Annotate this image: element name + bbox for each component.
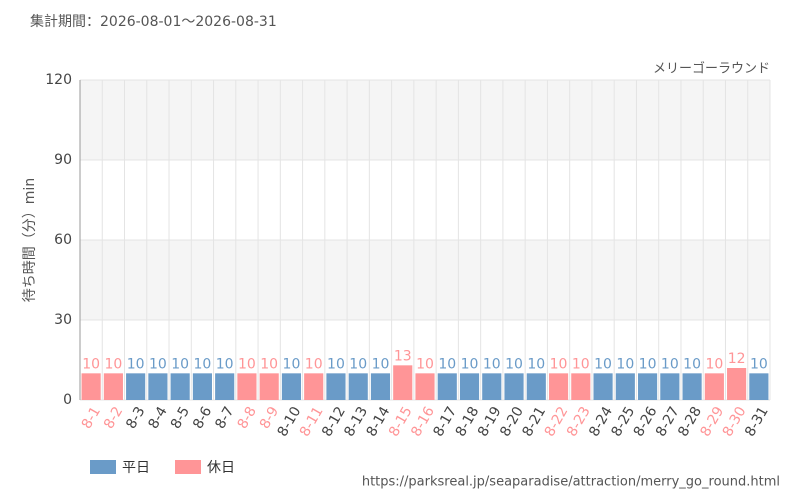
value-label: 10 [594, 356, 612, 372]
x-tick-label: 8-6 [190, 404, 215, 432]
value-label: 10 [572, 356, 590, 372]
bar [326, 373, 346, 400]
bar [170, 373, 190, 400]
value-label: 10 [327, 356, 345, 372]
legend-label: 平日 [122, 460, 150, 476]
value-label: 10 [527, 356, 545, 372]
value-label: 10 [639, 356, 657, 372]
bar [482, 373, 502, 400]
plot-stripe [80, 240, 770, 320]
value-label: 10 [550, 356, 568, 372]
bar [348, 373, 368, 400]
value-label: 10 [483, 356, 501, 372]
x-tick-label: 8-4 [146, 404, 171, 432]
value-label: 10 [416, 356, 434, 372]
value-label: 10 [283, 356, 301, 372]
value-label: 10 [349, 356, 367, 372]
value-label: 10 [372, 356, 390, 372]
bar [526, 373, 546, 400]
value-label: 10 [171, 356, 189, 372]
value-label: 10 [661, 356, 679, 372]
value-label: 10 [683, 356, 701, 372]
value-label: 10 [505, 356, 523, 372]
y-axis-label: 待ち時間（分）min [22, 178, 38, 302]
bar [437, 373, 457, 400]
legend-label: 休日 [207, 460, 235, 476]
value-label: 10 [216, 356, 234, 372]
bar [370, 373, 391, 400]
legend-swatch [90, 460, 116, 474]
bar [571, 373, 591, 400]
bar [103, 373, 123, 400]
value-label: 13 [394, 348, 412, 364]
value-label: 10 [750, 356, 768, 372]
x-tick-label: 8-5 [168, 404, 193, 432]
value-label: 10 [194, 356, 212, 372]
bar [593, 373, 613, 400]
value-label: 10 [127, 356, 145, 372]
bar [393, 365, 413, 400]
value-label: 10 [438, 356, 456, 372]
value-label: 12 [728, 351, 746, 367]
y-tick-label: 30 [54, 312, 72, 328]
bar [504, 373, 524, 400]
bar [749, 373, 769, 400]
legend-swatch [175, 460, 201, 474]
y-tick-label: 120 [45, 72, 72, 88]
value-label: 10 [705, 356, 723, 372]
value-label: 10 [82, 356, 100, 372]
bar [281, 373, 302, 400]
bar [259, 373, 279, 400]
bar [237, 373, 257, 400]
bar [704, 373, 724, 400]
value-label: 10 [238, 356, 256, 372]
value-label: 10 [260, 356, 278, 372]
bar [548, 373, 569, 400]
bar [727, 368, 747, 400]
x-tick-label: 8-2 [101, 404, 126, 432]
value-label: 10 [149, 356, 167, 372]
source-url: https://parksreal.jp/seaparadise/attract… [362, 475, 780, 490]
x-tick-label: 8-31 [742, 404, 772, 440]
bar [660, 373, 680, 400]
y-tick-label: 60 [54, 232, 72, 248]
bar [459, 373, 480, 400]
bar [415, 373, 435, 400]
bar [615, 373, 635, 400]
x-tick-label: 8-8 [235, 404, 260, 432]
y-tick-label: 90 [54, 152, 72, 168]
plot-stripe [80, 80, 770, 160]
bar [638, 373, 658, 400]
bar [215, 373, 235, 400]
bar [192, 373, 212, 400]
value-label: 10 [616, 356, 634, 372]
bar [126, 373, 146, 400]
bar [304, 373, 324, 400]
bar [81, 373, 101, 400]
value-label: 10 [461, 356, 479, 372]
value-label: 10 [305, 356, 323, 372]
y-tick-label: 0 [63, 392, 72, 408]
x-tick-label: 8-3 [123, 404, 148, 432]
bar [148, 373, 168, 400]
x-tick-label: 8-1 [79, 404, 104, 432]
period-header: 集計期間：2026-08-01～2026-08-31 [30, 13, 277, 30]
value-label: 10 [104, 356, 122, 372]
x-tick-label: 8-7 [212, 404, 237, 432]
chart-subtitle: メリーゴーラウンド [653, 61, 770, 77]
bar [682, 373, 702, 400]
